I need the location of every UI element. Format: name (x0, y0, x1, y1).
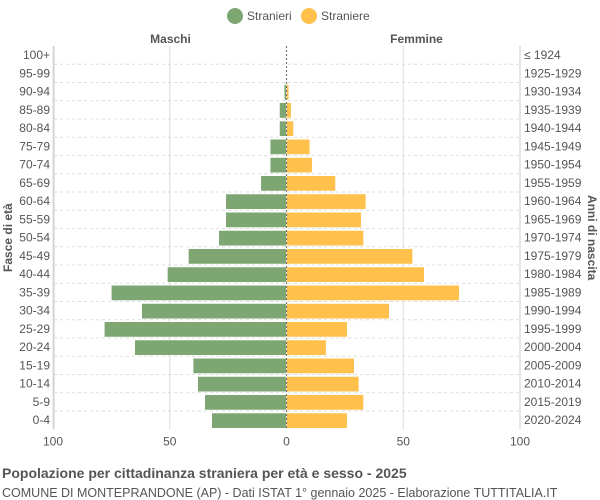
bar-male-0-4 (211, 412, 287, 429)
age-tick-label: 45-49 (19, 249, 50, 263)
bar-female-65-69 (286, 175, 336, 192)
y-axis-label-left: Fasce di età (1, 203, 15, 272)
bar-male-85-89 (279, 102, 287, 119)
bar-male-45-49 (188, 248, 287, 265)
birth-year-label: 2015-2019 (524, 395, 582, 409)
birth-year-label: 1960-1964 (524, 194, 582, 208)
bar-female-90-94 (286, 84, 290, 100)
age-tick-label: 95-99 (19, 66, 50, 80)
chart-title: Popolazione per cittadinanza straniera p… (2, 465, 407, 481)
birth-year-label: 1950-1954 (524, 158, 582, 172)
birth-year-label: 2010-2014 (524, 377, 582, 391)
bar-male-35-39 (111, 285, 287, 301)
bar-female-35-39 (286, 285, 460, 301)
x-tick-label: 100 (510, 434, 530, 448)
x-tick-label: 100 (43, 434, 63, 448)
birth-year-label: 1985-1989 (524, 285, 582, 299)
age-tick-label: 10-14 (19, 377, 50, 391)
bar-male-40-44 (167, 266, 287, 283)
age-tick-label: 65-69 (19, 176, 50, 190)
bar-female-30-34 (286, 303, 390, 319)
bar-male-65-69 (260, 175, 287, 192)
birth-year-label: 1925-1929 (524, 66, 582, 80)
birth-year-label: ≤ 1924 (524, 48, 561, 62)
age-tick-label: 70-74 (19, 158, 50, 172)
right-header: Femmine (390, 32, 443, 46)
age-tick-label: 30-34 (19, 304, 50, 318)
bar-female-60-64 (286, 193, 367, 210)
bar-male-50-54 (218, 230, 287, 246)
age-tick-label: 100+ (23, 48, 50, 62)
legend-marker-straniere (301, 8, 317, 24)
age-tick-label: 5-9 (33, 395, 51, 409)
bar-male-80-84 (279, 120, 287, 137)
birth-year-label: 1935-1939 (524, 103, 582, 117)
age-tick-label: 35-39 (19, 285, 50, 299)
age-tick-label: 0-4 (33, 413, 51, 427)
bar-female-15-19 (286, 358, 355, 374)
x-tick-label: 0 (283, 434, 290, 448)
bar-male-70-74 (269, 157, 287, 173)
birth-year-label: 2000-2004 (524, 340, 582, 354)
age-tick-label: 50-54 (19, 231, 50, 245)
age-tick-label: 40-44 (19, 267, 50, 281)
bar-female-55-59 (286, 212, 362, 228)
birth-year-label: 1980-1984 (524, 267, 582, 281)
bar-male-15-19 (192, 358, 287, 374)
left-header: Maschi (150, 32, 191, 46)
bar-female-45-49 (286, 248, 413, 265)
birth-year-label: 1930-1934 (524, 85, 582, 99)
birth-year-label: 1940-1944 (524, 121, 582, 135)
bar-male-5-9 (204, 394, 287, 411)
bar-female-0-4 (286, 412, 348, 429)
bar-male-20-24 (134, 339, 287, 356)
bar-female-80-84 (286, 120, 294, 137)
legend-marker-stranieri (227, 8, 243, 24)
bar-male-75-79 (269, 139, 287, 155)
bar-female-50-54 (286, 230, 364, 246)
bar-female-25-29 (286, 321, 348, 338)
bar-female-40-44 (286, 266, 425, 283)
age-tick-label: 20-24 (19, 340, 50, 354)
legend-label-straniere: Straniere (321, 9, 370, 23)
birth-year-label: 2020-2024 (524, 413, 582, 427)
age-tick-label: 75-79 (19, 139, 50, 153)
bar-female-85-89 (286, 102, 292, 119)
bar-female-70-74 (286, 157, 313, 173)
birth-year-label: 1965-1969 (524, 212, 582, 226)
bar-male-55-59 (225, 212, 287, 228)
bar-male-60-64 (225, 193, 287, 210)
bar-female-75-79 (286, 139, 311, 155)
age-tick-label: 55-59 (19, 212, 50, 226)
chart-subtitle: COMUNE DI MONTEPRANDONE (AP) - Dati ISTA… (2, 486, 558, 500)
age-tick-label: 25-29 (19, 322, 50, 336)
age-tick-label: 80-84 (19, 121, 50, 135)
x-tick-label: 50 (163, 434, 177, 448)
age-tick-label: 90-94 (19, 85, 50, 99)
bar-female-10-14 (286, 376, 360, 392)
birth-year-label: 1970-1974 (524, 231, 582, 245)
birth-year-label: 1945-1949 (524, 139, 582, 153)
age-tick-label: 15-19 (19, 358, 50, 372)
age-tick-label: 85-89 (19, 103, 50, 117)
age-tick-label: 60-64 (19, 194, 50, 208)
bar-male-30-34 (141, 303, 287, 319)
legend-label-stranieri: Stranieri (247, 9, 292, 23)
bar-female-20-24 (286, 339, 327, 356)
birth-year-label: 1995-1999 (524, 322, 582, 336)
birth-year-label: 1955-1959 (524, 176, 582, 190)
y-axis-label-right: Anni di nascita (585, 195, 599, 281)
bar-male-25-29 (104, 321, 287, 338)
bar-female-5-9 (286, 394, 364, 411)
bar-male-10-14 (197, 376, 287, 392)
x-tick-label: 50 (397, 434, 411, 448)
birth-year-label: 1990-1994 (524, 304, 582, 318)
birth-year-label: 2005-2009 (524, 358, 582, 372)
birth-year-label: 1975-1979 (524, 249, 582, 263)
